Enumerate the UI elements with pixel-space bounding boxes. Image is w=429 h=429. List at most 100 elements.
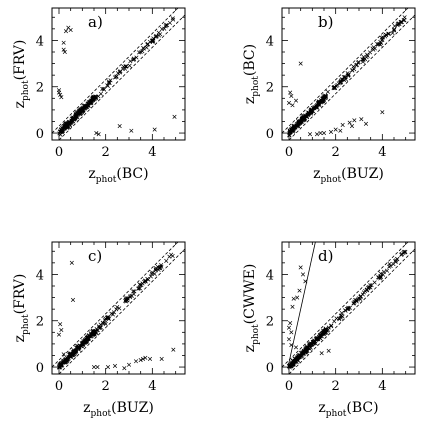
outlier-marker bbox=[70, 297, 76, 302]
point-marker bbox=[390, 31, 395, 36]
point-marker bbox=[114, 307, 119, 312]
point-marker bbox=[316, 102, 321, 107]
outlier-marker bbox=[293, 98, 299, 103]
y-axis-label-sub: phot bbox=[251, 76, 261, 97]
point-marker bbox=[73, 113, 78, 118]
point-marker bbox=[375, 42, 381, 47]
x-tick-label: 0 bbox=[285, 379, 293, 394]
point-marker bbox=[312, 106, 317, 111]
point-marker bbox=[364, 288, 369, 293]
point-marker bbox=[131, 56, 136, 61]
point-marker bbox=[391, 28, 397, 33]
y-tick-label: 4 bbox=[266, 34, 274, 49]
outlier-marker bbox=[171, 347, 176, 352]
point-marker bbox=[287, 364, 292, 369]
point-marker bbox=[350, 68, 355, 73]
y-tick-label: 4 bbox=[36, 34, 44, 49]
dashed-bound-line bbox=[288, 14, 415, 140]
outlier-marker bbox=[314, 132, 320, 137]
y-axis-label-main: z bbox=[242, 345, 258, 352]
point-marker bbox=[398, 20, 403, 25]
outlier-marker bbox=[62, 49, 67, 55]
y-axis-label: zphot(BC) bbox=[242, 44, 261, 104]
x-tick-label: 4 bbox=[148, 379, 156, 394]
point-marker bbox=[299, 354, 304, 359]
outlier-marker bbox=[147, 356, 153, 361]
point-marker bbox=[326, 325, 331, 330]
point-marker bbox=[387, 261, 392, 267]
outlier-marker bbox=[138, 358, 143, 363]
x-tick-label: 2 bbox=[332, 145, 340, 160]
outlier-marker bbox=[286, 100, 292, 105]
point-marker bbox=[115, 71, 121, 76]
point-marker bbox=[298, 351, 303, 356]
dashed-bound-line bbox=[52, 242, 179, 368]
y-axis-label: zphot(FRV) bbox=[12, 274, 31, 343]
point-marker bbox=[317, 334, 322, 340]
y-axis-label-tail: (BC) bbox=[242, 44, 258, 76]
point-marker bbox=[132, 289, 137, 294]
y-axis-label-tail: (FRV) bbox=[12, 40, 28, 81]
point-marker bbox=[58, 129, 63, 134]
y-tick-label: 4 bbox=[266, 268, 274, 283]
point-marker bbox=[75, 110, 80, 115]
point-marker bbox=[170, 16, 175, 21]
point-marker bbox=[171, 17, 176, 22]
point-marker bbox=[158, 266, 163, 271]
point-marker bbox=[159, 263, 164, 268]
point-marker bbox=[402, 15, 407, 20]
y-tick-label: 4 bbox=[36, 268, 44, 283]
point-marker bbox=[392, 24, 397, 29]
x-tick-label: 4 bbox=[378, 145, 386, 160]
outlier-marker bbox=[66, 354, 71, 359]
outlier-marker bbox=[58, 92, 63, 97]
x-tick-label: 2 bbox=[332, 379, 340, 394]
point-marker bbox=[342, 77, 347, 82]
dashed-bound-line bbox=[288, 248, 415, 374]
outlier-marker bbox=[295, 295, 300, 300]
point-marker bbox=[115, 305, 120, 310]
dashed-bound-line bbox=[58, 14, 185, 140]
plot-area bbox=[282, 8, 415, 140]
y-axis-label: zphot(CWWE) bbox=[242, 264, 261, 353]
outlier-marker bbox=[303, 279, 308, 284]
point-marker bbox=[346, 73, 351, 78]
point-marker bbox=[381, 272, 386, 277]
outlier-marker bbox=[290, 103, 295, 108]
plot-area bbox=[282, 242, 415, 374]
point-marker bbox=[136, 286, 141, 291]
axes-frame bbox=[51, 241, 186, 375]
point-marker bbox=[128, 59, 133, 64]
point-marker bbox=[395, 257, 400, 262]
point-marker bbox=[331, 85, 336, 90]
x-axis-label-tail: (BUZ) bbox=[111, 400, 154, 416]
point-marker bbox=[105, 83, 110, 88]
point-marker bbox=[102, 87, 107, 92]
dashed-bound-line bbox=[52, 8, 179, 134]
x-axis-label: zphot(BUZ) bbox=[83, 400, 154, 419]
outlier-marker bbox=[289, 93, 294, 99]
x-axis-label-main: z bbox=[88, 166, 95, 182]
x-tick-label: 2 bbox=[102, 379, 110, 394]
outlier-marker bbox=[61, 40, 66, 45]
outlier-marker bbox=[59, 327, 64, 333]
point-marker bbox=[85, 335, 90, 340]
outlier-marker bbox=[63, 29, 69, 34]
point-marker bbox=[140, 281, 145, 286]
outlier-marker bbox=[347, 120, 352, 125]
point-marker bbox=[86, 336, 91, 341]
y-axis-label-tail: (CWWE) bbox=[242, 264, 258, 325]
outlier-marker bbox=[328, 129, 334, 134]
outlier-marker bbox=[68, 27, 73, 33]
point-marker bbox=[334, 83, 339, 89]
y-axis-label-main: z bbox=[12, 335, 28, 342]
point-marker bbox=[396, 21, 401, 26]
x-tick-label: 4 bbox=[148, 145, 156, 160]
y-axis-label-main: z bbox=[242, 97, 258, 104]
point-marker bbox=[82, 339, 87, 344]
x-tick-label: 4 bbox=[378, 379, 386, 394]
outlier-marker bbox=[129, 128, 134, 133]
outlier-marker bbox=[126, 362, 132, 367]
point-marker bbox=[383, 32, 388, 37]
point-marker bbox=[290, 128, 295, 133]
